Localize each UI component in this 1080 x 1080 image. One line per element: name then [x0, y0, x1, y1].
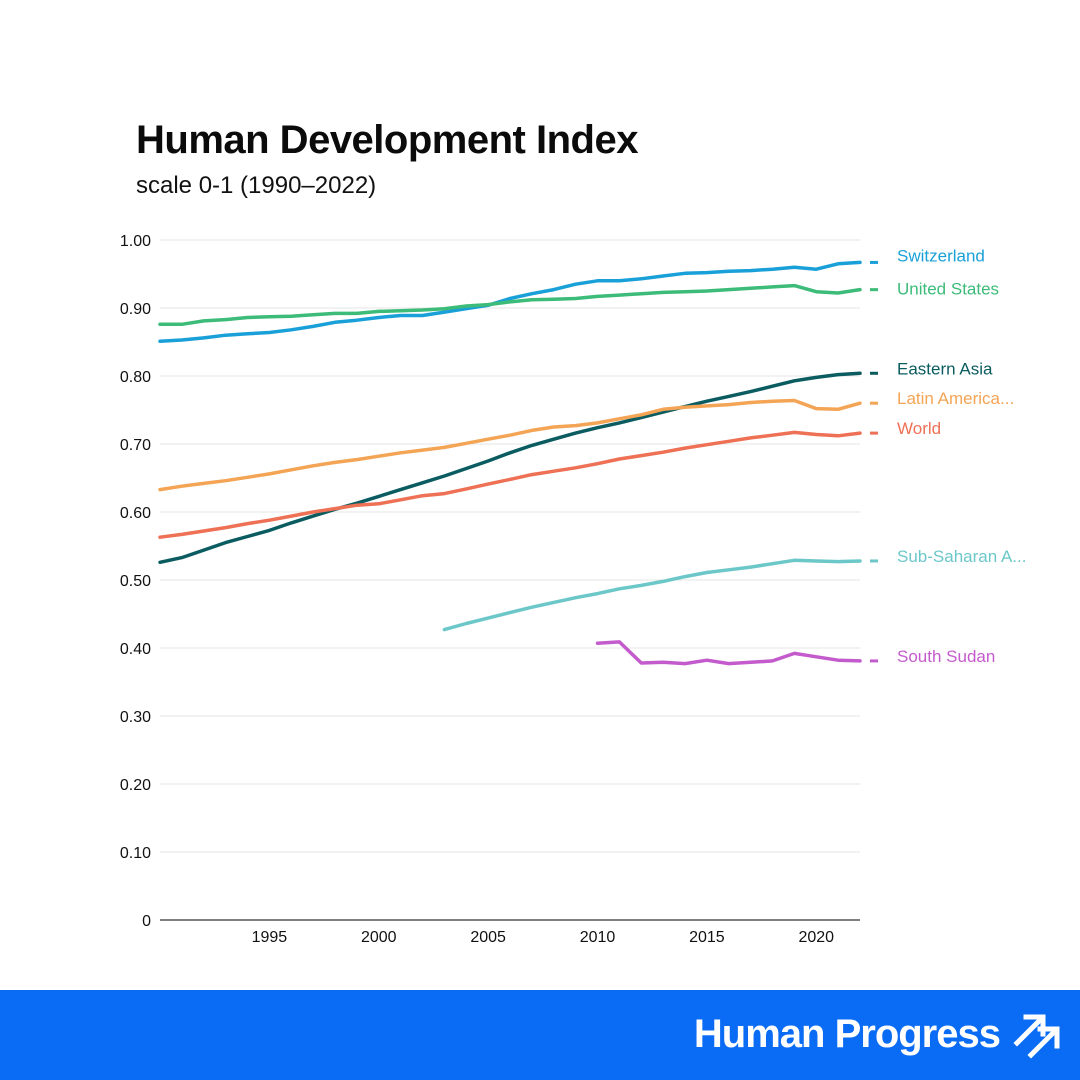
- footer-bar: Human Progress: [0, 990, 1080, 1080]
- line-chart: 0 0.10 0.20 0.30 0.40 0.50 0.60 0.70 0.80 0.90 1.0…: [120, 233, 1027, 946]
- series-line-south-sudan: [595, 640, 862, 666]
- y-tick-label: 0.70: [120, 437, 151, 454]
- y-tick-label: 0: [142, 913, 151, 930]
- series-lines: [158, 260, 862, 666]
- y-tick-label: 0.90: [120, 301, 151, 318]
- y-tick-label: 0.30: [120, 709, 151, 726]
- x-tick-label: 2000: [361, 929, 397, 946]
- y-tick-label: 0.10: [120, 845, 151, 862]
- series-labels: Switzerland United States Eastern Asia Lati…: [870, 246, 1026, 666]
- x-axis: 1995 2000 2005 2010 2015 2020: [252, 929, 835, 946]
- chart-subtitle: scale 0-1 (1990–2022): [136, 172, 377, 199]
- series-label-latin-america: Latin America...: [897, 389, 1014, 408]
- double-diagonal-arrows-icon: [1013, 1014, 1060, 1059]
- y-tick-label: 0.80: [120, 369, 151, 386]
- y-tick-label: 0.50: [120, 573, 151, 590]
- series-line-switzerland: [158, 260, 862, 344]
- y-tick-label: 0.60: [120, 505, 151, 522]
- x-tick-label: 2010: [580, 929, 616, 946]
- series-label-united-states: United States: [897, 280, 999, 299]
- x-tick-label: 2015: [689, 929, 725, 946]
- series-line-world: [158, 430, 862, 539]
- series-label-eastern-asia: Eastern Asia: [897, 359, 993, 378]
- chart-title: Human Development Index: [136, 118, 638, 162]
- grid-lines: [160, 239, 860, 921]
- series-line-united-states: [158, 283, 862, 327]
- x-tick-label: 1995: [252, 929, 288, 946]
- y-tick-label: 0.20: [120, 777, 151, 794]
- x-tick-label: 2005: [470, 929, 506, 946]
- series-label-switzerland: Switzerland: [897, 246, 985, 265]
- x-tick-label: 2020: [798, 929, 834, 946]
- series-label-world: World: [897, 419, 941, 438]
- y-axis: 0 0.10 0.20 0.30 0.40 0.50 0.60 0.70 0.80 0.90 1.0…: [120, 233, 151, 930]
- series-line-latin-america: [158, 398, 862, 492]
- brand-logo-text: Human Progress: [693, 1012, 1001, 1056]
- series-line-sub-saharan-a: [442, 558, 862, 632]
- series-label-south-sudan: South Sudan: [897, 647, 995, 666]
- y-tick-label: 0.40: [120, 641, 151, 658]
- series-line-eastern-asia: [158, 371, 862, 565]
- series-label-sub-saharan-a: Sub-Saharan A...: [897, 547, 1026, 566]
- y-tick-label: 1.00: [120, 233, 151, 250]
